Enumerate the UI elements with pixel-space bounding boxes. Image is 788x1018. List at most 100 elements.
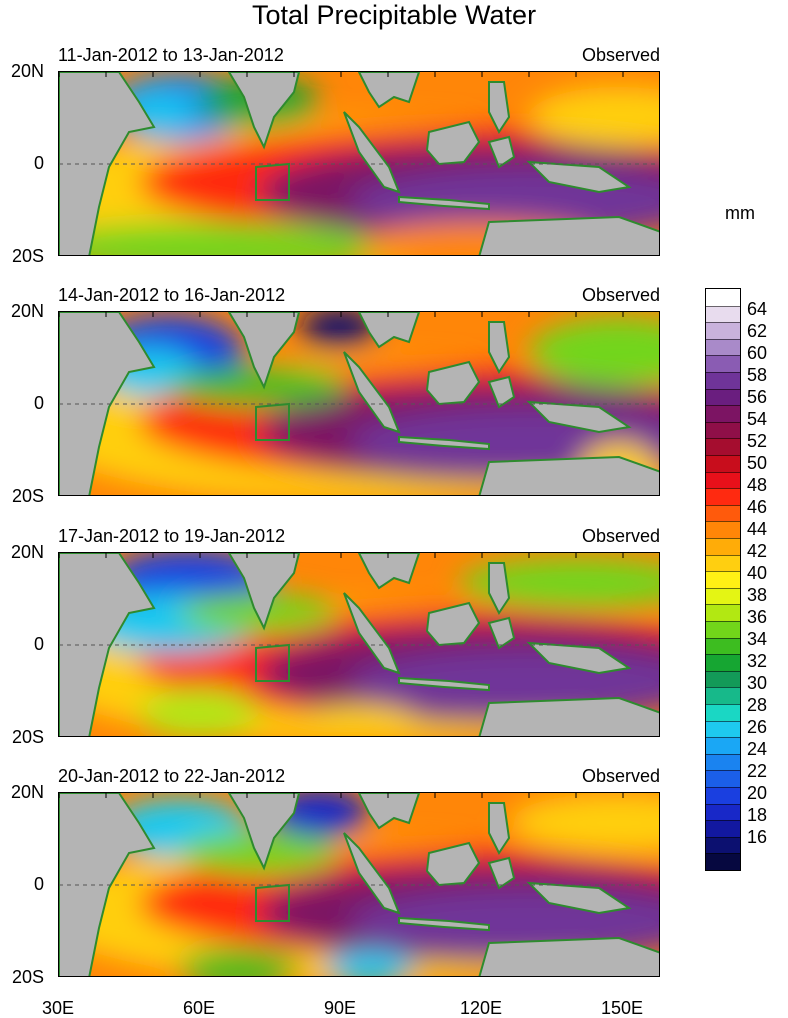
x-tick-label: 150E xyxy=(600,998,644,1018)
colorbar-cell xyxy=(706,787,740,804)
colorbar-cell xyxy=(706,471,740,489)
x-tick-label: 90E xyxy=(323,998,357,1018)
colorbar-cell xyxy=(706,538,740,555)
panel-label: Observed xyxy=(581,285,660,305)
landmass xyxy=(357,793,421,830)
y-tick-label: 20N xyxy=(10,542,44,562)
colorbar-cell xyxy=(706,438,740,455)
panel-date-range: 17-Jan-2012 to 19-Jan-2012 xyxy=(58,526,286,546)
landmass xyxy=(488,321,511,374)
y-tick-label: 20S xyxy=(11,246,44,266)
y-tick-label: 0 xyxy=(33,874,44,894)
colorbar-cell xyxy=(706,637,740,655)
panel-date-range: 11-Jan-2012 to 13-Jan-2012 xyxy=(58,45,284,65)
map-panel: 14-Jan-2012 to 16-Jan-2012 Observed xyxy=(58,285,660,496)
panel-label: Observed xyxy=(581,45,660,65)
landmass xyxy=(343,832,401,915)
colorbar-cell xyxy=(706,504,740,522)
field-blob xyxy=(509,793,659,853)
precipitable-water-map xyxy=(58,552,660,737)
colorbar-label: 52 xyxy=(747,431,768,451)
landmass xyxy=(487,135,516,169)
landmass xyxy=(425,120,481,166)
landmass xyxy=(487,375,516,409)
landmass xyxy=(59,793,156,976)
colorbar-cell xyxy=(706,704,740,721)
colorbar-label: 42 xyxy=(747,541,768,561)
landmass xyxy=(357,312,421,349)
colorbar-label: 26 xyxy=(747,717,768,737)
map-panel: 20-Jan-2012 to 22-Jan-2012 Observed xyxy=(58,766,660,977)
landmass xyxy=(425,601,481,647)
panel-label: Observed xyxy=(581,766,660,786)
colorbar-cell xyxy=(706,670,740,688)
landmass xyxy=(343,592,401,675)
field-blob xyxy=(179,948,299,976)
colorbar-cell xyxy=(706,770,740,787)
y-tick-label: 20N xyxy=(10,61,44,81)
colorbar-label: 18 xyxy=(747,805,768,825)
landmass xyxy=(478,936,659,976)
colorbar-cell xyxy=(706,720,740,738)
colorbar-label: 16 xyxy=(747,827,768,847)
landmass xyxy=(343,111,401,194)
landmass xyxy=(59,553,156,736)
landmass xyxy=(526,160,632,194)
map-panel: 11-Jan-2012 to 13-Jan-2012 Observed xyxy=(58,45,660,256)
colorbar-cell xyxy=(706,604,740,621)
colorbar-cell xyxy=(706,803,740,821)
chart-title: Total Precipitable Water xyxy=(251,0,537,30)
colorbar-label: 40 xyxy=(747,563,768,583)
field-blob xyxy=(169,367,349,407)
colorbar-cell xyxy=(706,836,740,854)
landmass xyxy=(357,553,421,590)
colorbar-label: 56 xyxy=(747,387,768,407)
colorbar-label: 30 xyxy=(747,673,768,693)
colorbar-cell xyxy=(706,654,740,671)
landmass xyxy=(488,802,511,855)
colorbar-cell xyxy=(706,687,740,704)
landmass xyxy=(398,435,490,451)
colorbar-label: 64 xyxy=(747,299,768,319)
analysis-region-box xyxy=(255,162,290,201)
precipitable-water-map xyxy=(58,311,660,496)
field-blob xyxy=(529,317,659,387)
colorbar-label: 22 xyxy=(747,761,768,781)
precipitable-water-map xyxy=(58,71,660,256)
colorbar-label: 54 xyxy=(747,409,768,429)
landmass xyxy=(526,641,632,675)
panel-date-range: 20-Jan-2012 to 22-Jan-2012 xyxy=(58,766,286,786)
colorbar-cell xyxy=(706,571,740,588)
landmass xyxy=(398,676,490,692)
panel-label: Observed xyxy=(581,526,660,546)
landmass xyxy=(227,312,301,390)
landmass xyxy=(526,881,632,915)
colorbar-label: 46 xyxy=(747,497,768,517)
colorbar-cell xyxy=(706,554,740,572)
colorbar-label: 50 xyxy=(747,453,768,473)
colorbar-cell xyxy=(706,820,740,837)
landmass xyxy=(227,793,301,871)
map-panel: 17-Jan-2012 to 19-Jan-2012 Observed xyxy=(58,526,660,737)
field-blob xyxy=(139,688,259,736)
landmass xyxy=(487,856,516,890)
landmass xyxy=(425,841,481,887)
colorbar-cell xyxy=(706,621,740,638)
landmass xyxy=(227,72,301,150)
panel-date-range: 14-Jan-2012 to 16-Jan-2012 xyxy=(58,285,286,305)
colorbar-label: 48 xyxy=(747,475,768,495)
colorbar-cell xyxy=(706,853,740,870)
landmass xyxy=(425,360,481,406)
precipitable-water-map xyxy=(58,792,660,977)
colorbar-label: 34 xyxy=(747,629,768,649)
colorbar-label: 24 xyxy=(747,739,768,759)
colorbar-cell xyxy=(706,587,740,605)
y-tick-label: 0 xyxy=(33,634,44,654)
colorbar-label: 20 xyxy=(747,783,768,803)
analysis-region-box xyxy=(255,643,290,682)
x-tick-label: 30E xyxy=(41,998,75,1018)
landmass xyxy=(478,215,659,255)
analysis-region-box xyxy=(255,883,290,922)
field-blob xyxy=(59,222,389,255)
landmass xyxy=(487,616,516,650)
